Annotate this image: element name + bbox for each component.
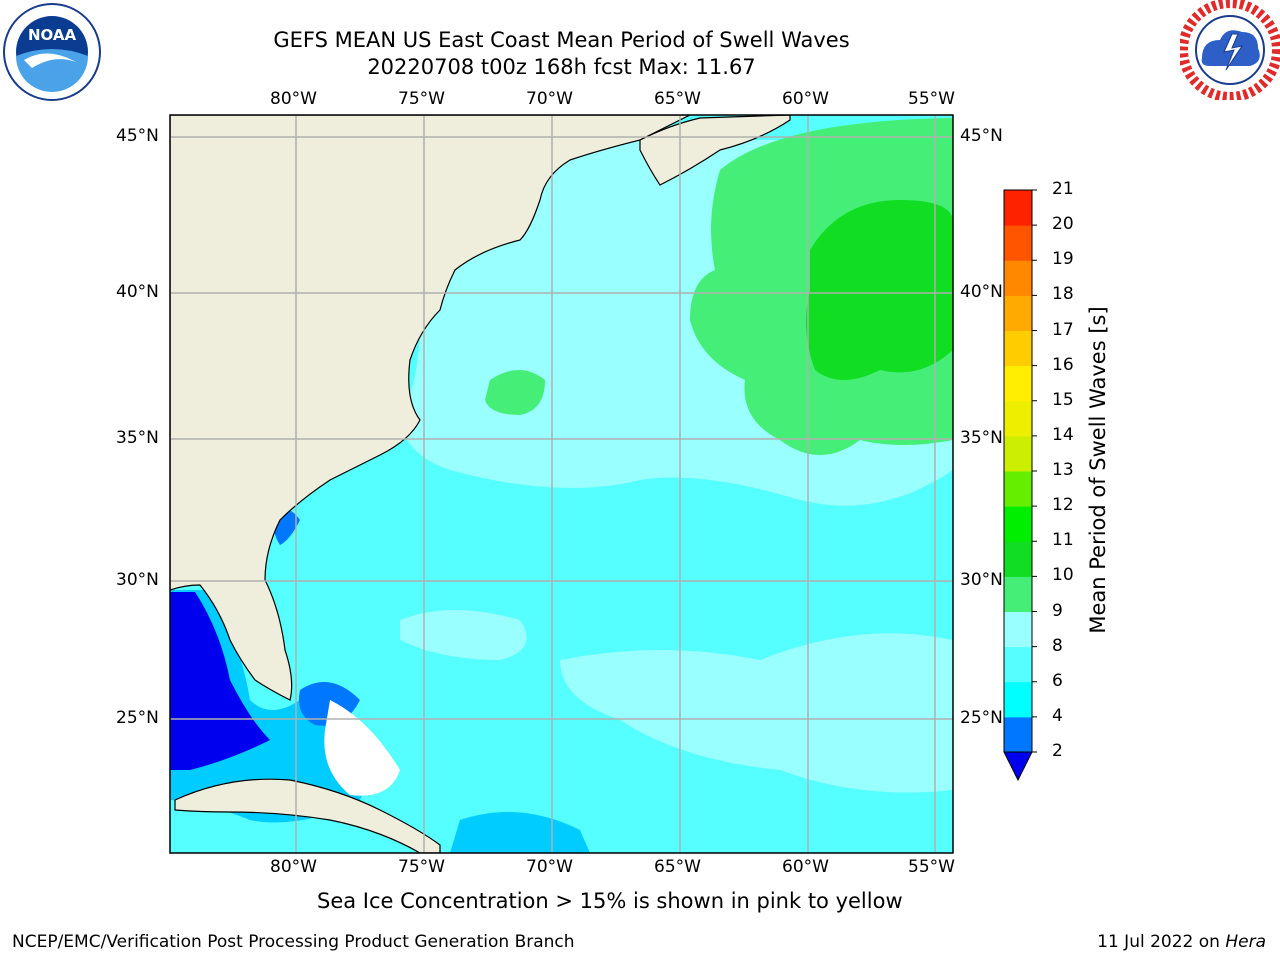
land-north-america (170, 115, 691, 701)
lon-label-bottom-65: 65°W (654, 857, 701, 877)
lat-label-left-30: 30°N (116, 570, 159, 590)
lon-label-top-55: 55°W (908, 89, 955, 109)
no-data-bahamas (324, 700, 400, 796)
colorbar-tick-label: 12 (1052, 495, 1074, 516)
colorbar-segment (1004, 681, 1032, 718)
colorbar-tick-label: 11 (1052, 530, 1074, 551)
swell-region-8-9-mid (400, 610, 527, 660)
colorbar-segment (1004, 611, 1032, 648)
colorbar-under-triangle (1003, 751, 1033, 782)
swell-region-south-blue (450, 812, 590, 853)
colorbar-segment (1004, 716, 1032, 753)
colorbar-segment (1004, 506, 1032, 542)
lat-label-right-25: 25°N (960, 708, 1003, 728)
chart-subtitle: 20220708 t00z 168h fcst Max: 11.67 (367, 55, 756, 79)
colorbar-segment (1004, 295, 1032, 331)
land-cuba (174, 778, 441, 853)
lon-label-top-65: 65°W (654, 89, 701, 109)
colorbar-segment (1004, 646, 1032, 683)
colorbar-tick-label: 19 (1052, 249, 1074, 270)
sea-ice-note: Sea Ice Concentration > 15% is shown in … (317, 889, 903, 913)
lat-label-right-40: 40°N (960, 282, 1003, 302)
lon-label-bottom-70: 70°W (526, 857, 573, 877)
colorbar-tick-label: 9 (1052, 600, 1063, 621)
colorbar-segment (1004, 435, 1032, 472)
swell-region-under-2 (170, 592, 270, 770)
colorbar-segment (1004, 541, 1032, 577)
colorbar (1003, 189, 1037, 782)
lat-label-left-35: 35°N (116, 428, 159, 448)
credit-line: NCEP/EMC/Verification Post Processing Pr… (12, 932, 575, 952)
machine-name: Hera (1225, 932, 1266, 952)
colorbar-tick-label: 2 (1052, 741, 1063, 761)
colorbar-tick-label: 15 (1052, 389, 1074, 410)
lat-label-right-30: 30°N (960, 570, 1003, 590)
swell-region-10-11 (806, 200, 953, 380)
colorbar-tick-label: 20 (1052, 214, 1074, 235)
colorbar-segment (1004, 576, 1032, 612)
lat-label-left-25: 25°N (116, 708, 159, 728)
swell-region-9-10-b (485, 370, 545, 415)
lon-label-bottom-75: 75°W (398, 857, 445, 877)
land-nova-scotia (639, 115, 791, 186)
colorbar-title: Mean Period of Swell Waves [s] (1086, 306, 1110, 634)
colorbar-segment (1004, 225, 1032, 261)
colorbar-tick-label: 21 (1052, 179, 1074, 199)
colorbar-tick-label: 8 (1052, 635, 1063, 656)
colorbar-tick-label: 13 (1052, 460, 1074, 480)
lon-label-bottom-80: 80°W (270, 857, 317, 877)
colorbar-tick-label: 6 (1052, 670, 1063, 691)
colorbar-segment (1004, 365, 1032, 402)
date-line: 11 Jul 2022 on Hera (1097, 932, 1266, 952)
lat-label-right-45: 45°N (960, 126, 1003, 146)
colorbar-tick-label: 16 (1052, 354, 1074, 375)
noaa-logo: NOAA (2, 2, 102, 106)
colorbar-tick-label: 17 (1052, 319, 1074, 340)
map-frame (169, 114, 954, 854)
colorbar-segment (1004, 260, 1032, 296)
lon-label-bottom-60: 60°W (782, 857, 829, 877)
colorbar-segment (1004, 190, 1032, 226)
lon-label-top-75: 75°W (398, 89, 445, 109)
date-text: 11 Jul 2022 on (1097, 932, 1220, 952)
lon-label-bottom-55: 55°W (908, 857, 955, 877)
colorbar-tick-label: 4 (1052, 705, 1063, 726)
lat-label-left-40: 40°N (116, 282, 159, 302)
lon-label-top-70: 70°W (526, 89, 573, 109)
colorbar-tick-label: 18 (1052, 284, 1074, 305)
lon-label-top-60: 60°W (782, 89, 829, 109)
colorbar-tick-label: 14 (1052, 424, 1074, 445)
nws-logo (1178, 0, 1280, 104)
colorbar-segment (1004, 400, 1032, 437)
colorbar-tick-label: 10 (1052, 565, 1074, 586)
chart-title: GEFS MEAN US East Coast Mean Period of S… (273, 28, 850, 52)
colorbar-segment (1004, 330, 1032, 367)
lat-label-left-45: 45°N (116, 126, 159, 146)
lat-label-right-35: 35°N (960, 428, 1003, 448)
noaa-logo-text: NOAA (28, 26, 77, 44)
colorbar-segment (1004, 471, 1032, 507)
swell-region-8-9-south (560, 633, 953, 793)
lon-label-top-80: 80°W (270, 89, 317, 109)
graticule (170, 115, 953, 853)
